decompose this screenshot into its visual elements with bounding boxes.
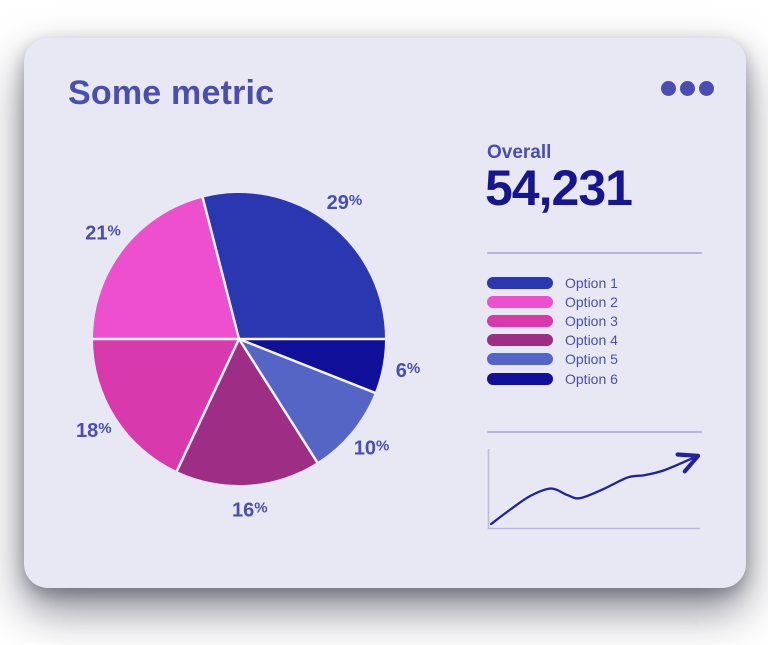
pie-slice-option-5[interactable] <box>239 339 375 463</box>
pie-slice-option-1[interactable] <box>202 192 385 339</box>
pie-percent-label: 29% <box>327 192 363 215</box>
ellipsis-dot-icon <box>699 81 714 96</box>
legend-item-option-4[interactable]: Option 4 <box>487 332 618 349</box>
legend-item-option-5[interactable]: Option 5 <box>487 351 618 368</box>
overall-value: 54,231 <box>485 160 633 216</box>
pie-percent-label: 10% <box>354 437 390 460</box>
legend: Option 1 Option 2 Option 3 Option 4 Option 5… <box>487 274 618 387</box>
slice-gap-line <box>175 338 241 473</box>
divider <box>487 252 702 254</box>
legend-swatch <box>487 314 553 327</box>
card-title: Some metric <box>68 74 275 112</box>
slice-gap-line <box>201 196 241 340</box>
legend-item-option-6[interactable]: Option 6 <box>487 370 618 387</box>
ellipsis-dot-icon <box>680 81 695 96</box>
pie-percent-label: 6% <box>396 360 420 383</box>
divider <box>487 431 702 433</box>
pie-percent-label: 18% <box>76 420 112 443</box>
legend-item-option-3[interactable]: Option 3 <box>487 312 618 329</box>
pie-percent-label: 16% <box>232 499 268 522</box>
pie-slice-option-4[interactable] <box>176 339 318 485</box>
legend-item-label: Option 2 <box>565 293 618 310</box>
more-menu-button[interactable] <box>661 81 714 96</box>
pie-chart: 29% 6% 10% 16% 18% 21% <box>76 192 420 522</box>
pie-slice-option-3[interactable] <box>93 339 239 472</box>
pie-slice-option-2[interactable] <box>93 197 239 339</box>
legend-item-option-2[interactable]: Option 2 <box>487 293 618 310</box>
legend-item-label: Option 5 <box>565 351 618 368</box>
metric-card: Some metric 29% 6% 10% 16% 18% 21% Overall 54… <box>24 38 746 588</box>
legend-item-label: Option 4 <box>565 332 618 349</box>
slice-gap-line <box>237 338 319 464</box>
sparkline-axes <box>487 449 700 530</box>
legend-swatch <box>487 295 553 308</box>
legend-item-label: Option 1 <box>565 274 618 291</box>
trend-sparkline <box>487 449 701 530</box>
overall-label: Overall <box>487 142 552 163</box>
legend-item-option-1[interactable]: Option 1 <box>487 274 618 291</box>
ellipsis-dot-icon <box>661 81 676 96</box>
sparkline-line <box>489 452 701 526</box>
legend-swatch <box>487 372 553 385</box>
legend-item-label: Option 3 <box>565 312 618 329</box>
legend-swatch <box>487 334 553 347</box>
legend-swatch <box>487 353 553 366</box>
pie-percent-label: 21% <box>85 222 121 245</box>
slice-gap-line <box>238 337 376 395</box>
legend-item-label: Option 6 <box>565 370 618 387</box>
legend-swatch <box>487 276 553 289</box>
